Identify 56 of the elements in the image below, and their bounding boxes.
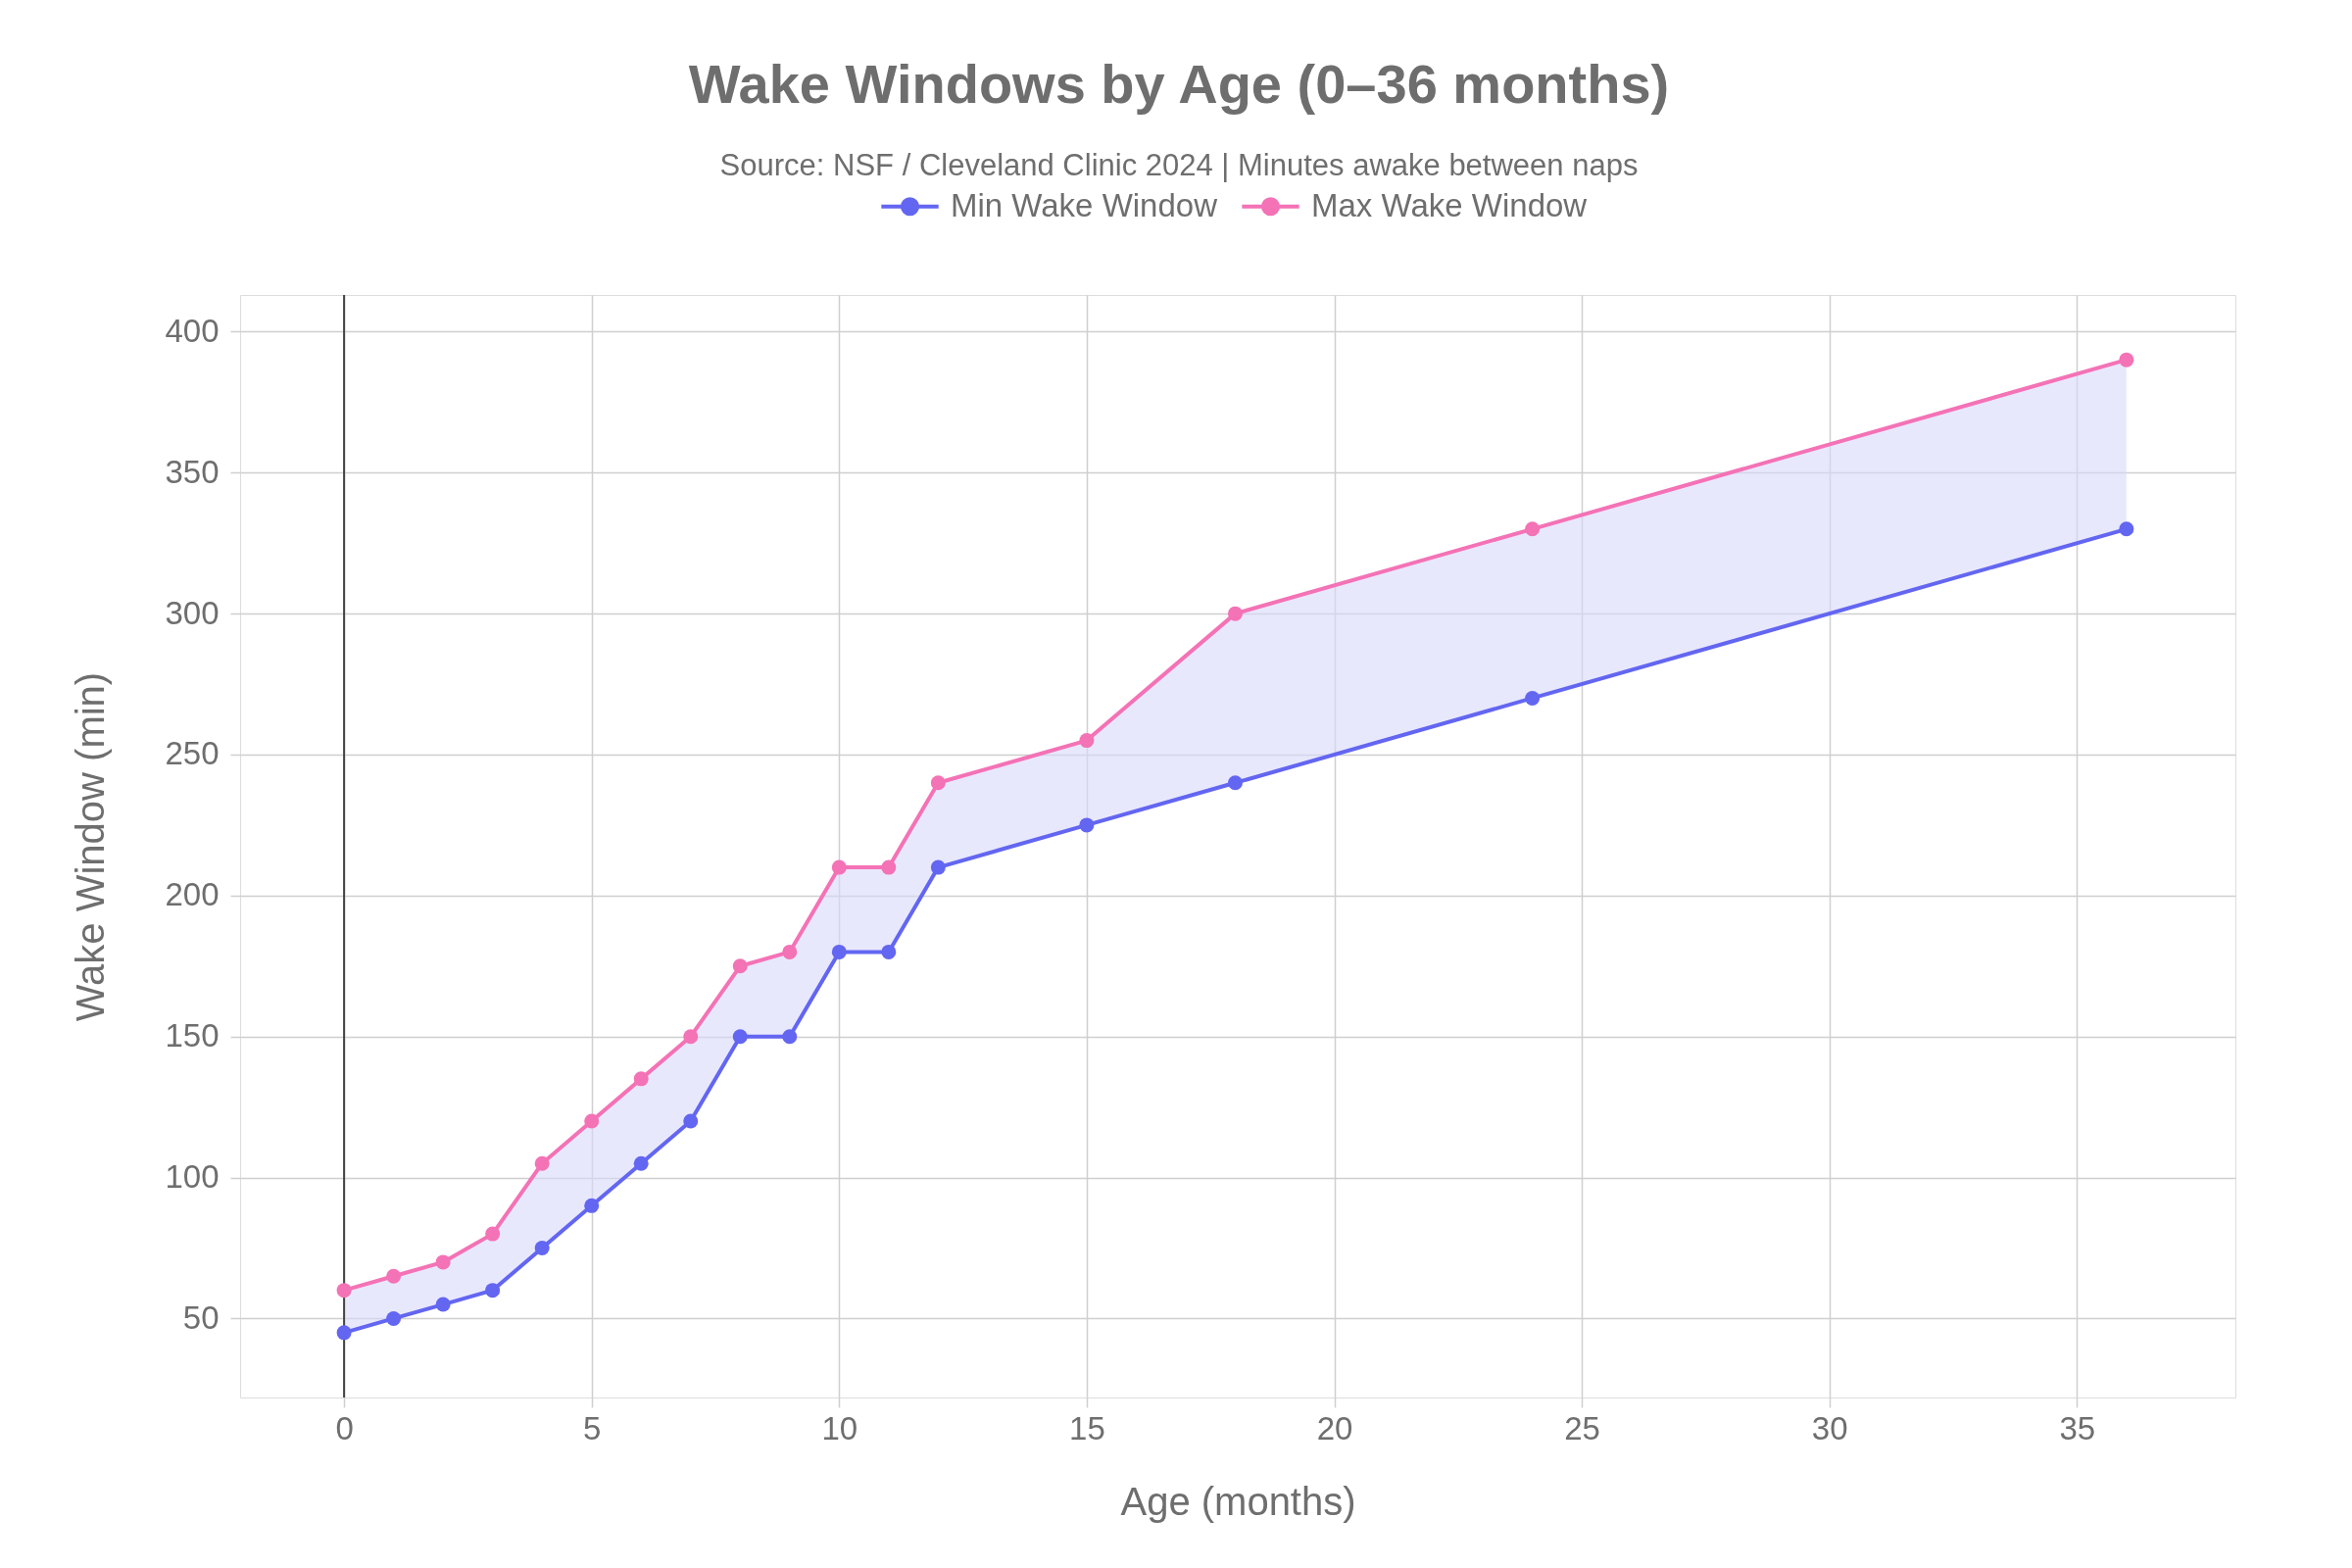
x-tick-label: 30 (1811, 1409, 1848, 1446)
point (831, 859, 847, 875)
x-tick-label: 20 (1316, 1409, 1353, 1446)
legend-label: Max Wake Window (1311, 186, 1588, 223)
x-tick-label: 5 (583, 1409, 602, 1446)
x-tick-label: 35 (2059, 1409, 2096, 1446)
point (1525, 521, 1541, 537)
y-tick-label: 400 (165, 312, 220, 349)
point (336, 1325, 352, 1341)
point (831, 944, 847, 959)
point (683, 1113, 699, 1129)
point (782, 1029, 798, 1045)
x-axis-title: Age (months) (1120, 1479, 1356, 1523)
chart-title: Wake Windows by Age (0–36 months) (688, 53, 1670, 115)
point (930, 859, 946, 875)
y-tick-label: 200 (165, 876, 220, 913)
point (881, 944, 897, 959)
point (336, 1283, 352, 1298)
y-tick-label: 150 (165, 1017, 220, 1054)
legend-label: Min Wake Window (951, 186, 1218, 223)
point (881, 859, 897, 875)
y-tick-label: 100 (165, 1158, 220, 1196)
point (485, 1226, 501, 1242)
point (584, 1198, 600, 1213)
point (1079, 733, 1095, 749)
point (1079, 817, 1095, 833)
y-axis-title: Wake Window (min) (69, 671, 113, 1022)
point (633, 1155, 649, 1171)
point (584, 1113, 600, 1129)
point (2119, 352, 2134, 368)
point (2119, 521, 2134, 537)
point (534, 1155, 550, 1171)
point (930, 775, 946, 791)
point (435, 1297, 451, 1312)
point (1227, 606, 1243, 621)
x-tick-label: 15 (1069, 1409, 1105, 1446)
point (633, 1071, 649, 1087)
y-tick-label: 300 (165, 594, 220, 631)
point (534, 1241, 550, 1255)
point (782, 944, 798, 959)
y-tick-label: 50 (182, 1298, 220, 1336)
point (386, 1310, 402, 1326)
point (485, 1283, 501, 1298)
x-tick-label: 25 (1564, 1409, 1600, 1446)
y-tick-label: 250 (165, 735, 220, 772)
point (683, 1029, 699, 1045)
point (386, 1268, 402, 1284)
point (732, 1029, 748, 1045)
point (1227, 775, 1243, 791)
x-tick-label: 0 (335, 1409, 354, 1446)
point (1525, 690, 1541, 706)
point (732, 958, 748, 974)
point (435, 1254, 451, 1270)
chart-subtitle: Source: NSF / Cleveland Clinic 2024 | Minutes awake between naps (719, 148, 1639, 182)
y-tick-label: 350 (165, 453, 220, 490)
x-tick-label: 10 (821, 1409, 858, 1446)
